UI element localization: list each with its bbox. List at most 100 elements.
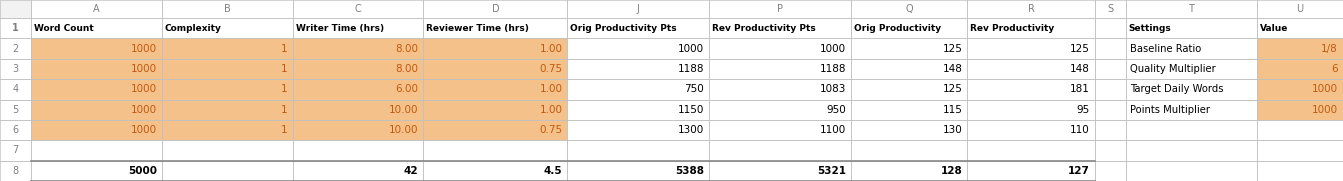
Bar <box>567 100 709 120</box>
Bar <box>423 161 567 181</box>
Bar <box>1125 140 1257 161</box>
Bar <box>851 0 967 18</box>
Text: Word Count: Word Count <box>34 24 94 33</box>
Bar <box>709 79 851 100</box>
Text: 148: 148 <box>943 64 963 74</box>
Bar <box>1125 59 1257 79</box>
Text: U: U <box>1296 4 1303 14</box>
Bar <box>293 59 423 79</box>
Bar <box>0 140 31 161</box>
Bar <box>31 38 161 59</box>
Bar <box>161 140 293 161</box>
Bar <box>967 120 1095 140</box>
Bar <box>31 79 161 100</box>
Bar <box>1257 120 1343 140</box>
Text: 8.00: 8.00 <box>395 64 418 74</box>
Text: 1083: 1083 <box>819 84 846 94</box>
Bar <box>1125 18 1257 38</box>
Text: 3: 3 <box>12 64 19 74</box>
Text: 128: 128 <box>940 166 963 176</box>
Bar <box>31 161 161 181</box>
Text: A: A <box>93 4 99 14</box>
Bar <box>851 38 967 59</box>
Bar <box>293 140 423 161</box>
Bar <box>1257 0 1343 18</box>
Text: Writer Time (hrs): Writer Time (hrs) <box>295 24 384 33</box>
Text: 125: 125 <box>943 84 963 94</box>
Text: 5000: 5000 <box>128 166 157 176</box>
Bar <box>567 0 709 18</box>
Bar <box>1125 120 1257 140</box>
Bar <box>967 18 1095 38</box>
Bar <box>161 100 293 120</box>
Bar <box>31 100 161 120</box>
Bar <box>293 0 423 18</box>
Text: 750: 750 <box>685 84 704 94</box>
Bar <box>0 59 31 79</box>
Text: 0.75: 0.75 <box>540 125 563 135</box>
Text: 1150: 1150 <box>678 105 704 115</box>
Text: 1000: 1000 <box>130 105 157 115</box>
Text: 1: 1 <box>281 84 287 94</box>
Text: 2: 2 <box>12 44 19 54</box>
Bar <box>1257 161 1343 181</box>
Text: 1000: 1000 <box>130 125 157 135</box>
Text: 42: 42 <box>404 166 418 176</box>
Text: Q: Q <box>905 4 913 14</box>
Bar <box>423 38 567 59</box>
Text: C: C <box>355 4 361 14</box>
Text: 5388: 5388 <box>676 166 704 176</box>
Bar <box>709 0 851 18</box>
Text: 125: 125 <box>943 44 963 54</box>
Text: B: B <box>224 4 231 14</box>
Bar <box>709 100 851 120</box>
Bar <box>0 18 31 38</box>
Text: 127: 127 <box>1068 166 1089 176</box>
Text: Complexity: Complexity <box>165 24 222 33</box>
Text: 181: 181 <box>1070 84 1089 94</box>
Text: D: D <box>492 4 500 14</box>
Text: 4.5: 4.5 <box>544 166 563 176</box>
Bar <box>851 79 967 100</box>
Bar <box>567 18 709 38</box>
Text: 950: 950 <box>826 105 846 115</box>
Text: 1000: 1000 <box>1312 105 1338 115</box>
Bar <box>1257 18 1343 38</box>
Text: 6.00: 6.00 <box>395 84 418 94</box>
Bar <box>1095 100 1125 120</box>
Bar <box>1257 59 1343 79</box>
Bar <box>1257 140 1343 161</box>
Bar <box>967 79 1095 100</box>
Text: 1000: 1000 <box>1312 84 1338 94</box>
Text: 1: 1 <box>12 23 19 33</box>
Text: Settings: Settings <box>1129 24 1171 33</box>
Text: 8.00: 8.00 <box>395 44 418 54</box>
Bar <box>567 59 709 79</box>
Text: 148: 148 <box>1070 64 1089 74</box>
Bar <box>161 0 293 18</box>
Text: Target Daily Words: Target Daily Words <box>1129 84 1223 94</box>
Text: S: S <box>1107 4 1113 14</box>
Bar <box>423 100 567 120</box>
Text: 1: 1 <box>281 125 287 135</box>
Bar <box>423 18 567 38</box>
Bar <box>1125 38 1257 59</box>
Text: 110: 110 <box>1070 125 1089 135</box>
Bar <box>1095 120 1125 140</box>
Bar <box>31 140 161 161</box>
Bar <box>1257 100 1343 120</box>
Text: 7: 7 <box>12 146 19 155</box>
Bar <box>851 140 967 161</box>
Text: Value: Value <box>1260 24 1288 33</box>
Bar <box>1095 161 1125 181</box>
Bar <box>1257 79 1343 100</box>
Bar <box>0 161 31 181</box>
Bar <box>851 100 967 120</box>
Text: 1: 1 <box>281 105 287 115</box>
Text: Orig Productivity: Orig Productivity <box>854 24 941 33</box>
Bar <box>31 59 161 79</box>
Bar <box>161 18 293 38</box>
Bar <box>851 161 967 181</box>
Text: Rev Productivity: Rev Productivity <box>971 24 1054 33</box>
Text: 1: 1 <box>281 64 287 74</box>
